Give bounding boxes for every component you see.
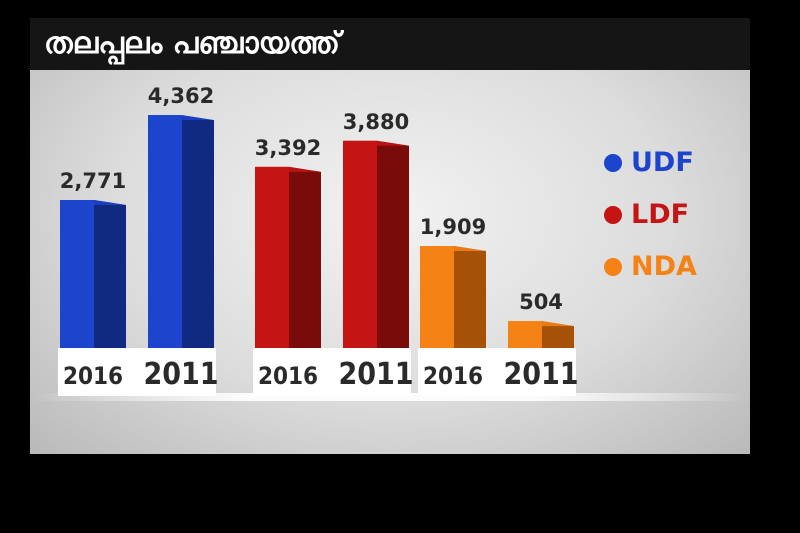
label-strip-udf (58, 348, 216, 396)
bar-side-nda-2011 (542, 321, 574, 348)
bar-side-ldf-2011 (377, 140, 409, 348)
chart-panel: തലപ്പലം പഞ്ചായത്ത് 2,771 4,362 2016 2011 3,3… (30, 18, 750, 454)
title-bar: തലപ്പലം പഞ്ചായത്ത് (30, 18, 750, 70)
bar-top-nda-2016 (420, 246, 486, 252)
bar-nda-2016 (420, 246, 454, 348)
floor-highlight (30, 393, 750, 401)
legend-label-ldf: LDF (631, 199, 690, 230)
tick-label-nda-2016: 2016 (423, 362, 483, 390)
tick-label-udf-2011: 2011 (143, 357, 218, 392)
bar-side-udf-2011 (182, 115, 214, 348)
legend-item-udf: UDF (604, 142, 697, 184)
legend: UDF LDF NDA (604, 142, 697, 298)
value-label-udf-2016: 2,771 (60, 169, 126, 193)
chart-title: തലപ്പലം പഞ്ചായത്ത് (44, 26, 341, 61)
value-label-nda-2016: 1,909 (420, 215, 486, 239)
bar-side-ldf-2016 (289, 166, 321, 348)
label-strip-ldf (253, 348, 411, 396)
legend-dot-udf (604, 154, 622, 172)
value-label-nda-2011: 504 (519, 290, 563, 314)
bar-top-udf-2016 (60, 200, 126, 206)
bar-udf-2011 (148, 115, 182, 348)
tick-label-ldf-2011: 2011 (338, 357, 413, 392)
legend-dot-nda (604, 258, 622, 276)
legend-item-nda: NDA (604, 246, 697, 288)
tick-label-nda-2011: 2011 (503, 357, 578, 392)
bar-top-udf-2011 (148, 115, 214, 121)
legend-dot-ldf (604, 206, 622, 224)
bar-ldf-2016 (255, 166, 289, 348)
bar-top-nda-2011 (508, 321, 574, 327)
legend-label-udf: UDF (631, 147, 694, 178)
legend-label-nda: NDA (631, 251, 697, 282)
tick-label-udf-2016: 2016 (63, 362, 123, 390)
bar-udf-2016 (60, 200, 94, 348)
bar-top-ldf-2011 (343, 140, 409, 146)
legend-item-ldf: LDF (604, 194, 697, 236)
bar-top-ldf-2016 (255, 166, 321, 172)
value-label-ldf-2016: 3,392 (255, 136, 321, 160)
bar-ldf-2011 (343, 140, 377, 348)
bar-side-nda-2016 (454, 246, 486, 348)
tick-label-ldf-2016: 2016 (258, 362, 318, 390)
label-strip-nda (418, 348, 576, 396)
bar-side-udf-2016 (94, 200, 126, 348)
value-label-udf-2011: 4,362 (148, 84, 214, 108)
bar-plot: 2,771 4,362 2016 2011 3,392 3,880 2016 2011 1,90… (58, 84, 579, 396)
value-label-ldf-2011: 3,880 (343, 110, 409, 134)
